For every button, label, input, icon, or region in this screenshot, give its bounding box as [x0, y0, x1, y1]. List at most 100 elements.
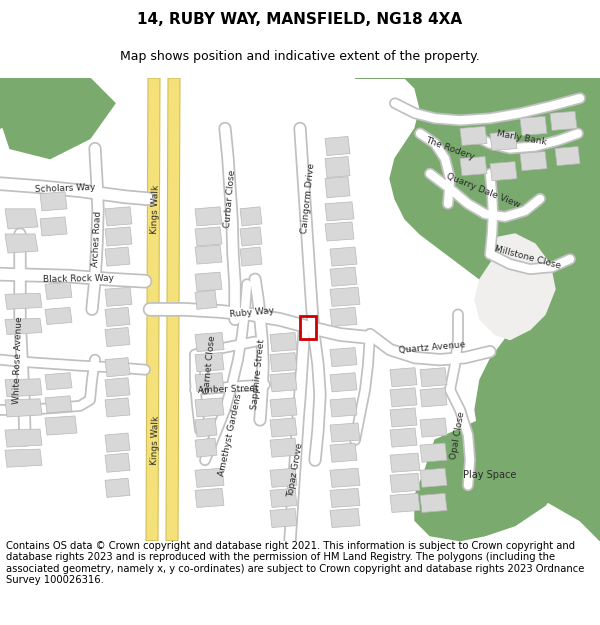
Polygon shape [270, 438, 297, 457]
Polygon shape [195, 207, 222, 226]
Text: Scholars Way: Scholars Way [35, 183, 95, 194]
Polygon shape [390, 493, 420, 512]
Polygon shape [105, 453, 130, 472]
Text: Caingorm Drive: Caingorm Drive [300, 163, 316, 234]
Text: Amethyst Gardens: Amethyst Gardens [217, 393, 243, 478]
Polygon shape [195, 332, 224, 352]
Polygon shape [105, 378, 130, 397]
Polygon shape [355, 78, 600, 541]
Polygon shape [420, 443, 447, 462]
Text: Topaz Grove: Topaz Grove [286, 442, 304, 498]
Polygon shape [555, 146, 580, 166]
Text: White Rose Avenue: White Rose Avenue [12, 316, 24, 404]
Text: Millstone Close: Millstone Close [494, 244, 562, 270]
Text: Contains OS data © Crown copyright and database right 2021. This information is : Contains OS data © Crown copyright and d… [6, 541, 584, 586]
Polygon shape [146, 78, 160, 541]
Polygon shape [325, 156, 350, 178]
Polygon shape [105, 328, 130, 347]
Polygon shape [195, 227, 222, 246]
Polygon shape [5, 293, 42, 309]
Polygon shape [460, 126, 487, 146]
Polygon shape [330, 372, 357, 392]
Polygon shape [105, 478, 130, 498]
Polygon shape [330, 443, 357, 462]
Text: 14, RUBY WAY, MANSFIELD, NG18 4XA: 14, RUBY WAY, MANSFIELD, NG18 4XA [137, 12, 463, 27]
Polygon shape [5, 399, 42, 417]
Polygon shape [240, 247, 262, 266]
Polygon shape [45, 372, 72, 390]
Text: Play Space: Play Space [463, 470, 517, 480]
Polygon shape [325, 202, 354, 221]
Text: Quarry Dale View: Quarry Dale View [445, 172, 521, 209]
Polygon shape [330, 267, 357, 286]
Polygon shape [550, 111, 577, 131]
Text: Black Rock Way: Black Rock Way [43, 274, 113, 284]
Polygon shape [195, 398, 224, 417]
Polygon shape [330, 398, 357, 417]
Polygon shape [195, 290, 217, 309]
Polygon shape [460, 156, 487, 176]
Polygon shape [195, 372, 224, 392]
Polygon shape [105, 247, 130, 266]
Polygon shape [415, 415, 570, 541]
Polygon shape [455, 78, 600, 108]
Polygon shape [270, 418, 297, 437]
Text: Map shows position and indicative extent of the property.: Map shows position and indicative extent… [120, 50, 480, 62]
Polygon shape [270, 488, 297, 508]
Polygon shape [330, 308, 357, 326]
Text: Garnet Close: Garnet Close [202, 335, 218, 394]
Polygon shape [5, 379, 42, 397]
Polygon shape [475, 234, 555, 339]
Polygon shape [490, 162, 517, 181]
Polygon shape [105, 308, 130, 326]
Polygon shape [420, 368, 447, 387]
Polygon shape [45, 282, 72, 299]
Polygon shape [520, 116, 547, 136]
Text: Amber Street: Amber Street [197, 384, 259, 396]
Polygon shape [195, 438, 217, 457]
Polygon shape [270, 372, 297, 392]
Polygon shape [166, 78, 180, 541]
Polygon shape [195, 418, 217, 437]
Polygon shape [105, 227, 132, 246]
Polygon shape [325, 222, 354, 241]
Polygon shape [270, 332, 297, 352]
Polygon shape [240, 207, 262, 226]
Polygon shape [105, 288, 132, 306]
Polygon shape [330, 423, 360, 442]
Polygon shape [0, 78, 30, 128]
Polygon shape [195, 488, 224, 508]
Polygon shape [5, 209, 38, 229]
Polygon shape [420, 468, 447, 488]
Polygon shape [390, 453, 420, 472]
Polygon shape [105, 207, 132, 226]
Polygon shape [270, 398, 297, 417]
Polygon shape [330, 348, 357, 367]
Polygon shape [40, 192, 67, 211]
Polygon shape [45, 308, 72, 324]
Polygon shape [330, 509, 360, 528]
Polygon shape [490, 131, 517, 151]
Polygon shape [105, 357, 130, 377]
Polygon shape [330, 468, 360, 488]
Polygon shape [5, 234, 38, 253]
Polygon shape [5, 449, 42, 468]
Bar [300, 316, 316, 339]
Polygon shape [45, 416, 77, 435]
Polygon shape [270, 352, 297, 372]
Polygon shape [195, 272, 222, 291]
Text: Curbar Close: Curbar Close [223, 169, 237, 228]
Polygon shape [325, 136, 350, 156]
Text: Marly Bank: Marly Bank [496, 129, 548, 148]
Polygon shape [325, 177, 350, 198]
Text: Kings Walk: Kings Walk [149, 416, 160, 465]
Polygon shape [45, 396, 72, 413]
Text: Sapphire Street: Sapphire Street [250, 339, 266, 411]
Polygon shape [520, 151, 547, 171]
Polygon shape [330, 288, 360, 306]
Polygon shape [270, 468, 297, 488]
Text: Arches Road: Arches Road [91, 211, 103, 268]
Polygon shape [105, 433, 130, 452]
Polygon shape [390, 368, 417, 387]
Polygon shape [40, 217, 67, 236]
